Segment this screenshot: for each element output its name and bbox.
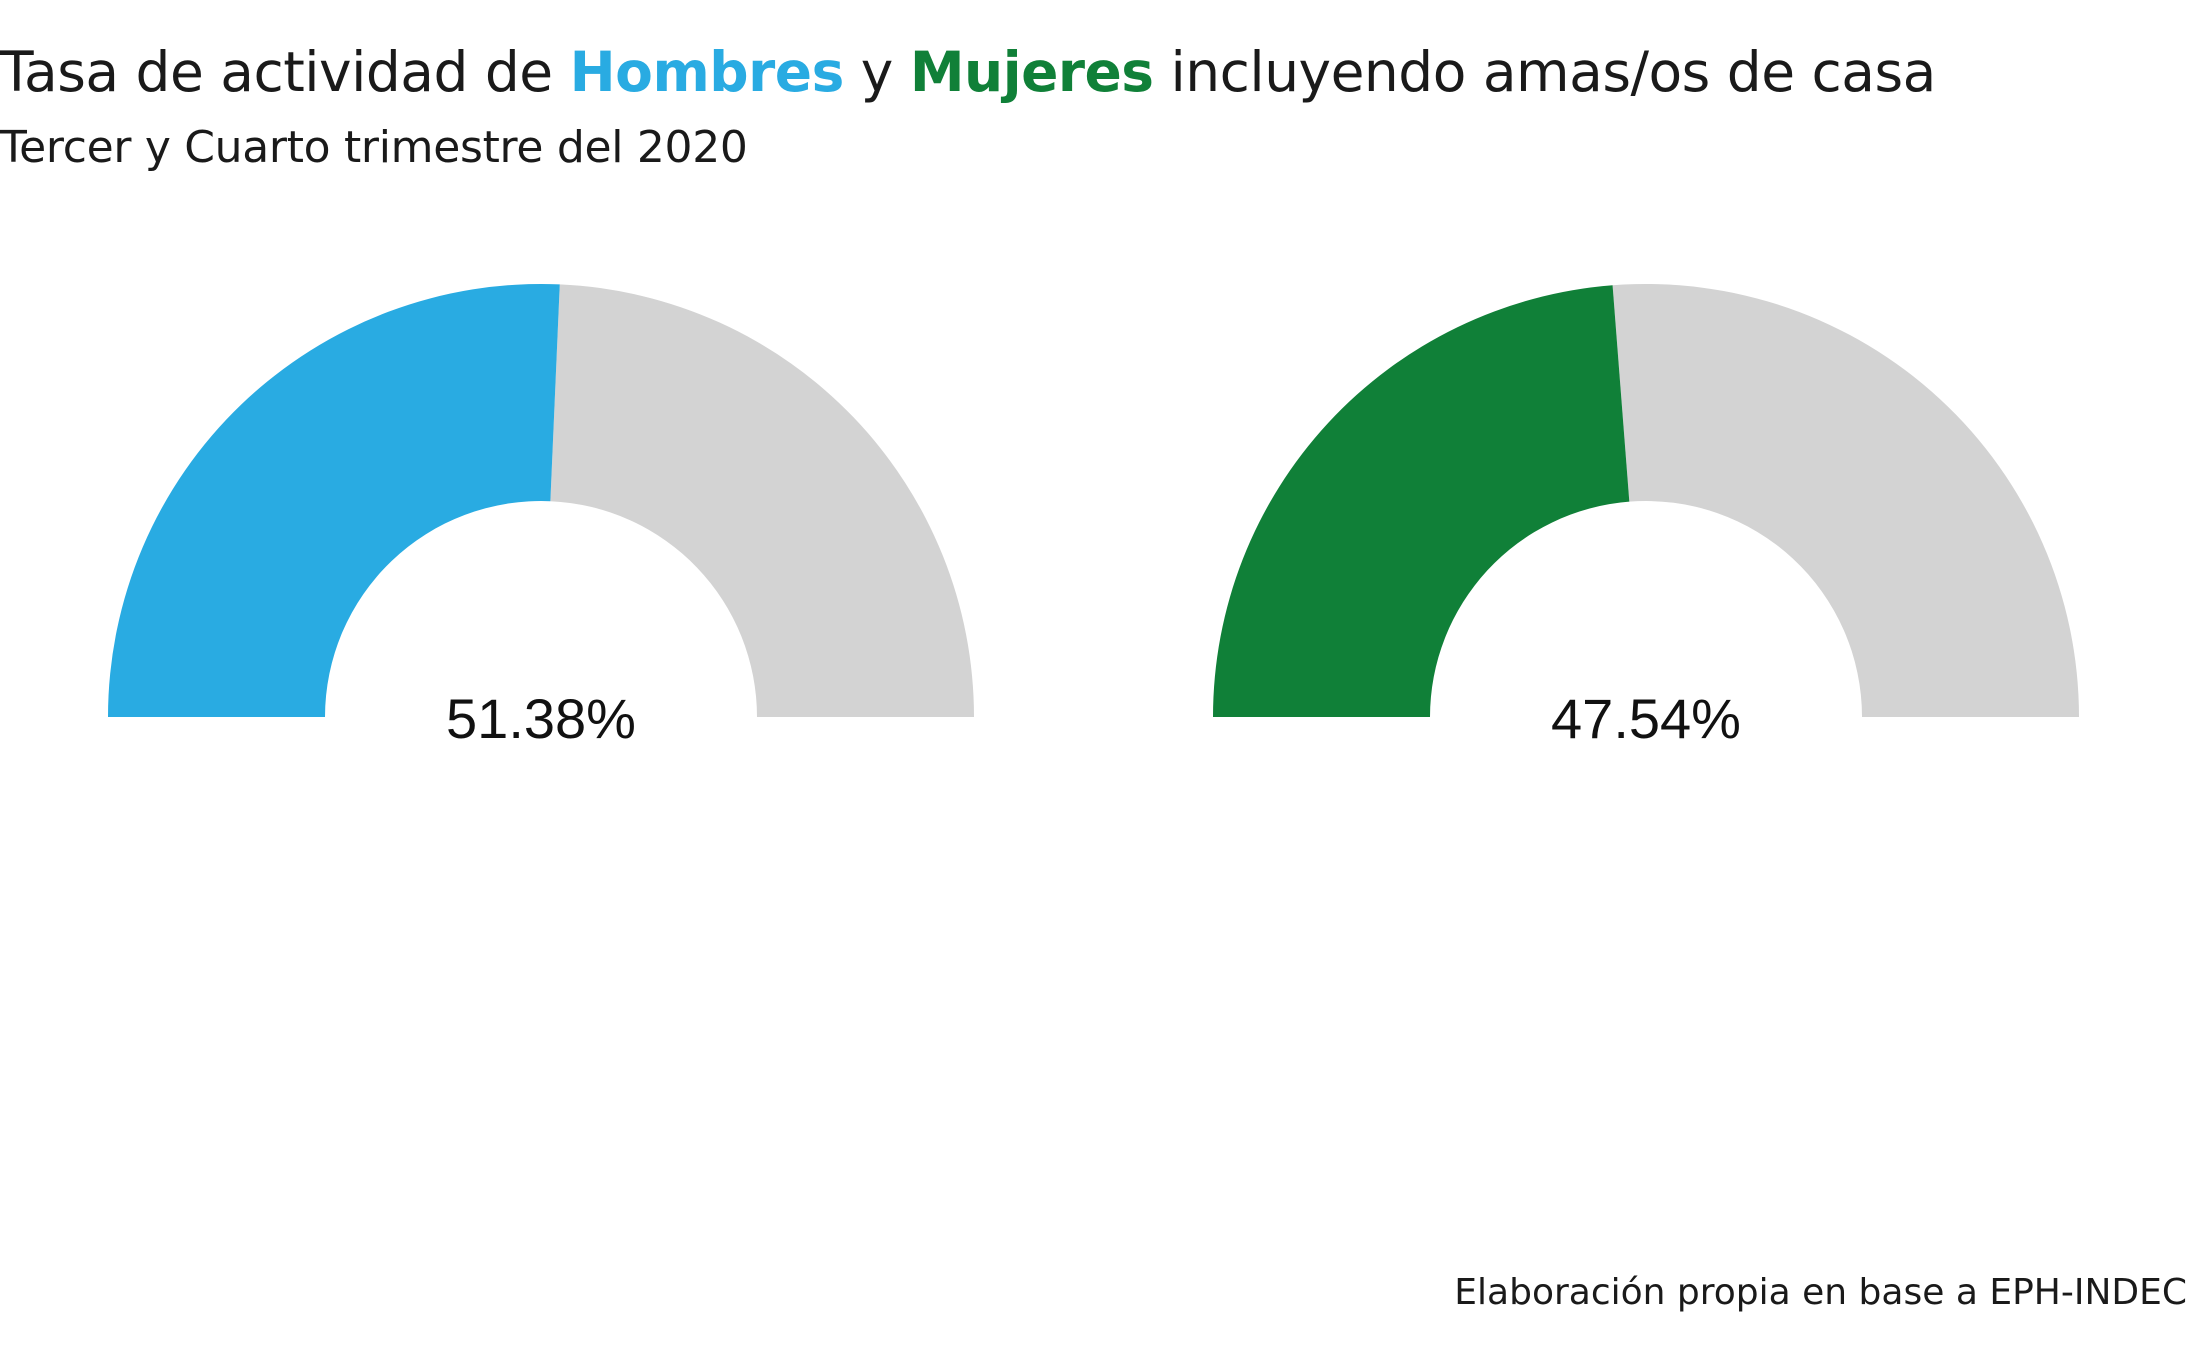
title-highlight-hombres: Hombres (569, 40, 845, 104)
gauge-track-hombres (550, 284, 974, 717)
title-highlight-mujeres: Mujeres (909, 40, 1154, 104)
gauge-fill-hombres (108, 284, 560, 717)
title-part-between: y (843, 40, 910, 104)
gauge-track-mujeres (1612, 284, 2079, 717)
title-part-after: incluyendo amas/os de casa (1153, 40, 1937, 104)
chart-title: Tasa de actividad de Hombres y Mujeres i… (0, 40, 1936, 104)
gauge-value-label-mujeres: 47.54% (1551, 687, 1741, 750)
chart-caption: Elaboración propia en base a EPH-INDEC (1454, 1272, 2187, 1313)
gauge-value-label-hombres: 51.38% (446, 687, 636, 750)
chart-subtitle: Tercer y Cuarto trimestre del 2020 (0, 122, 748, 173)
title-part-before: Tasa de actividad de (0, 40, 570, 104)
gauge-fill-mujeres (1213, 285, 1630, 717)
